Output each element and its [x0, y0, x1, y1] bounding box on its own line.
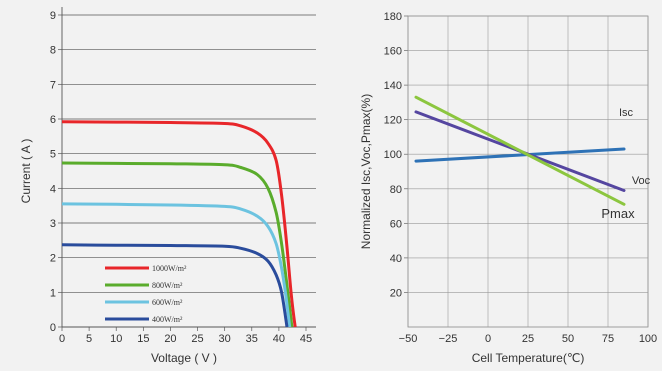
iv-series-800w-m: [61, 161, 294, 328]
iv-series-400w-m: [61, 243, 289, 328]
temperature-x-tick-label: 100: [639, 333, 657, 345]
temperature-grid: [404, 15, 649, 328]
iv-y-tick-label: 2: [50, 253, 56, 265]
iv-series-600w-m: [61, 202, 292, 328]
temperature-x-tick-label: 75: [602, 333, 614, 345]
temperature-y-tick-label: 60: [390, 218, 402, 230]
temperature-y-axis-label: Normalized Isc,Voc,Pmax(%): [359, 94, 373, 249]
iv-x-tick-label: 5: [86, 333, 92, 345]
iv-series-lines: [61, 120, 297, 328]
iv-legend-label: 400W/m²: [152, 315, 183, 324]
temperature-x-tick-label: 50: [562, 333, 574, 345]
iv-y-tick-label: 0: [50, 322, 56, 334]
iv-y-tick-label: 8: [50, 45, 56, 57]
temperature-y-tick-label: 100: [384, 149, 402, 161]
temperature-y-tick-label: 120: [384, 115, 402, 127]
iv-x-tick-label: 20: [164, 333, 176, 345]
iv-x-tick-label: 30: [219, 333, 231, 345]
iv-x-tick-label: 0: [59, 333, 65, 345]
temperature-y-tick-label: 180: [384, 11, 402, 23]
iv-y-tick-label: 7: [50, 79, 56, 91]
iv-x-tick-label: 10: [110, 333, 122, 345]
temperature-series-label-voc: Voc: [632, 175, 651, 187]
temperature-series-labels: Isc Voc Pmax: [601, 107, 650, 221]
iv-series-1000w-m: [61, 120, 297, 328]
iv-x-tick-label: 25: [191, 333, 203, 345]
temperature-series-isc: [414, 147, 626, 163]
iv-legend: 1000W/m² 800W/m² 600W/m² 400W/m²: [105, 264, 187, 324]
temperature-chart: Isc Voc Pmax 20 40 60 80 100 120 140 160 180 −50 −25…: [359, 11, 657, 365]
temperature-series-label-pmax: Pmax: [601, 206, 635, 221]
temperature-x-tick-label: 0: [485, 333, 491, 345]
iv-x-axis-label: Voltage ( V ): [151, 351, 217, 365]
temperature-y-tick-label: 140: [384, 80, 402, 92]
temperature-series-pmax: [414, 95, 626, 206]
temperature-y-tick-label: 40: [390, 253, 402, 265]
iv-y-tick-label: 1: [50, 287, 56, 299]
iv-y-tick-label: 3: [50, 218, 56, 230]
iv-y-tick-label: 4: [50, 183, 56, 195]
iv-legend-label: 800W/m²: [152, 281, 183, 290]
temperature-x-tick-label: 25: [522, 333, 534, 345]
temperature-x-tick-label: −25: [439, 333, 458, 345]
temperature-series-lines: [414, 95, 626, 206]
iv-y-tick-label: 9: [50, 10, 56, 22]
temperature-y-tick-label: 160: [384, 46, 402, 58]
temperature-y-tick-label: 20: [390, 287, 402, 299]
iv-y-tick-label: 5: [50, 149, 56, 161]
temperature-tick-labels: 20 40 60 80 100 120 140 160 180 −50 −25 0 25 50 75 100: [384, 11, 658, 345]
iv-y-tick-label: 6: [50, 114, 56, 126]
temperature-x-tick-label: −50: [399, 333, 418, 345]
temperature-x-axis-label: Cell Temperature(℃): [472, 351, 585, 365]
temperature-y-tick-label: 80: [390, 184, 402, 196]
iv-legend-label: 600W/m²: [152, 298, 183, 307]
iv-y-axis-label: Current ( A ): [19, 139, 33, 204]
iv-legend-label: 1000W/m²: [152, 264, 187, 273]
temperature-series-label-isc: Isc: [619, 107, 634, 119]
iv-x-tick-label: 45: [300, 333, 312, 345]
iv-x-tick-label: 35: [246, 333, 258, 345]
iv-x-tick-label: 40: [273, 333, 285, 345]
iv-x-tick-label: 15: [137, 333, 149, 345]
